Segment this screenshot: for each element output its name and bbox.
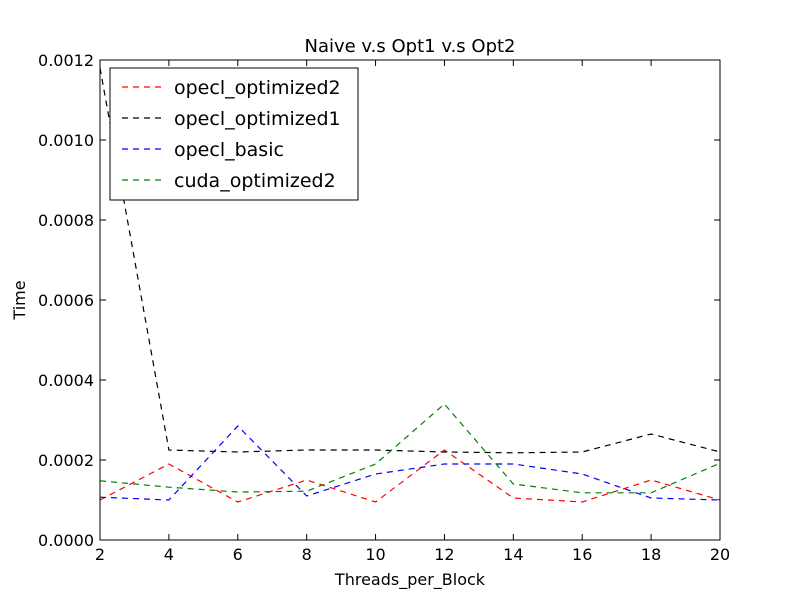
legend-box — [109, 67, 359, 201]
y-tick-label: 0.0012 — [38, 51, 94, 70]
y-tick-label: 0.0000 — [38, 531, 94, 550]
x-axis-label: Threads_per_Block — [334, 570, 486, 590]
y-axis-label: Time — [10, 280, 29, 320]
x-tick-label: 4 — [164, 545, 174, 564]
series-line-cuda_optimized2 — [100, 403, 720, 494]
x-tick-label: 16 — [572, 545, 592, 564]
y-tick-label: 0.0006 — [38, 291, 94, 310]
x-tick-label: 18 — [641, 545, 661, 564]
y-tick-label: 0.0002 — [38, 451, 94, 470]
legend-label: cuda_optimized2 — [174, 170, 336, 192]
series-line-opecl_basic — [100, 425, 720, 501]
y-tick-label: 0.0008 — [38, 211, 94, 230]
x-tick-label: 12 — [434, 545, 454, 564]
legend-label: opecl_optimized1 — [174, 108, 341, 130]
legend: opecl_optimized2 opecl_optimized1 opecl_ba… — [109, 67, 359, 201]
series-line-opecl_optimized2 — [100, 449, 720, 503]
x-tick-label: 2 — [95, 545, 105, 564]
y-tick-label: 0.0010 — [38, 131, 94, 150]
x-tick-label: 10 — [365, 545, 385, 564]
y-tick-label: 0.0004 — [38, 371, 94, 390]
x-tick-label: 6 — [233, 545, 243, 564]
legend-label: opecl_optimized2 — [174, 77, 341, 99]
chart-title: Naive v.s Opt1 v.s Opt2 — [304, 36, 515, 57]
x-tick-label: 8 — [302, 545, 312, 564]
plot-area: 2 4 6 8 10 12 14 16 18 20 0.0000 0.0002 0.0004 0.0006… — [38, 51, 730, 564]
legend-label: opecl_basic — [174, 139, 284, 161]
series-line-opecl_optimized1 — [100, 67, 720, 454]
x-tick-label: 20 — [710, 545, 730, 564]
x-tick-label: 14 — [503, 545, 523, 564]
